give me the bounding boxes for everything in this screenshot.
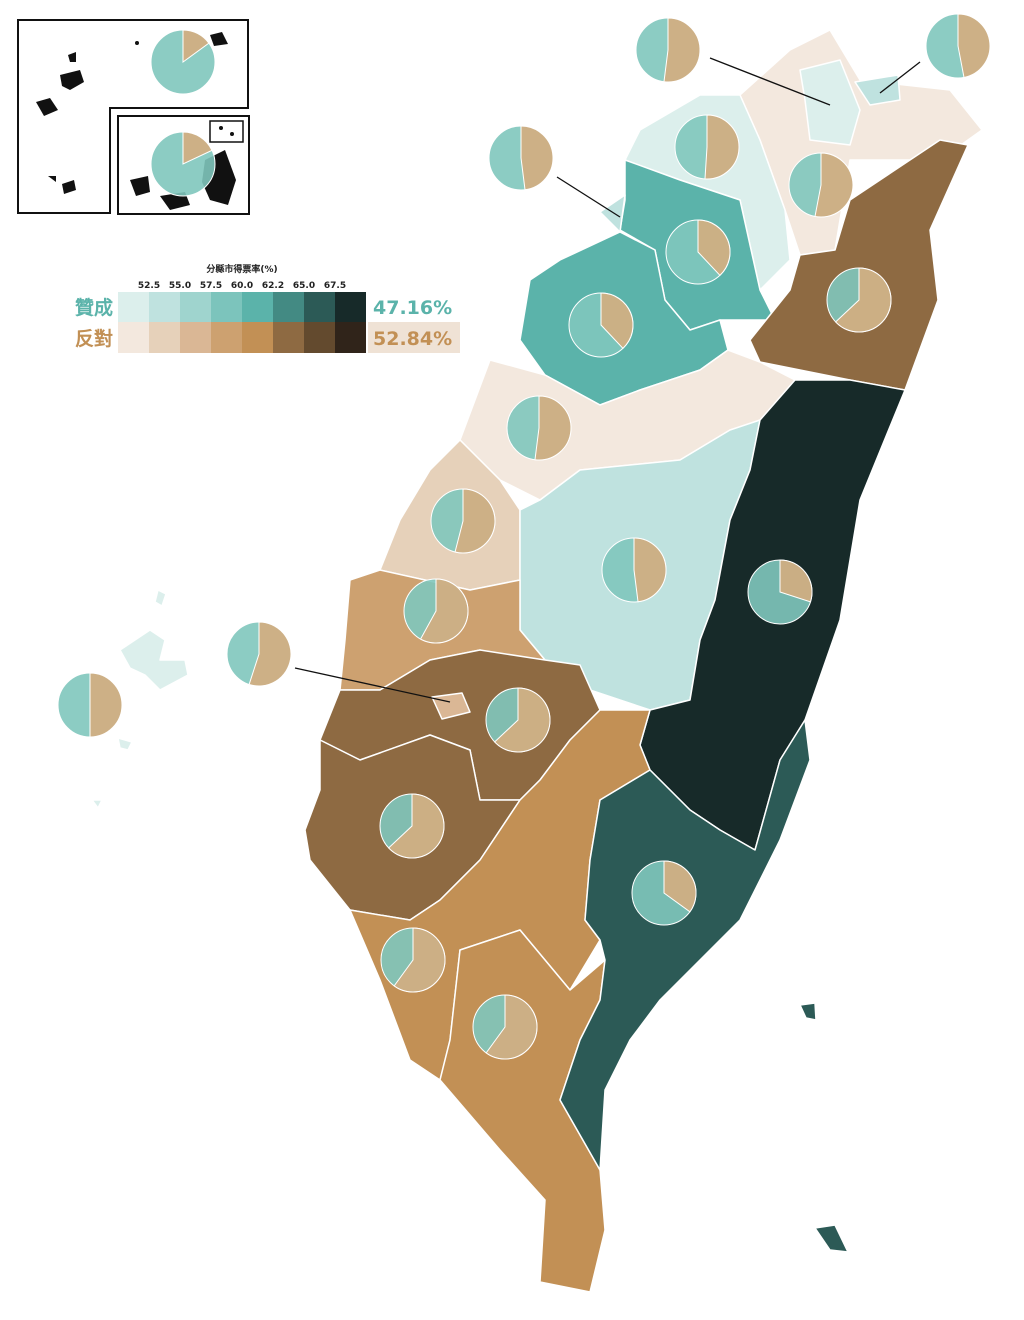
- legend-swatch-yes: [242, 292, 273, 323]
- lienchiang-islands: [36, 32, 228, 194]
- legend-tick: 57.5: [200, 281, 222, 291]
- penghu-islands[interactable]: [91, 589, 189, 809]
- county-hsinchu-city[interactable]: [599, 194, 626, 233]
- legend-yes-label: 贊成: [75, 296, 113, 319]
- pie-no-slice: [248, 621, 292, 687]
- county-keelung[interactable]: [854, 74, 901, 106]
- pie-hualien: [747, 559, 813, 625]
- orchid-island: [814, 1224, 849, 1253]
- legend-no-total: 52.84%: [373, 328, 452, 350]
- legend-no-total-bg: [368, 322, 460, 353]
- pie-taitung: [631, 860, 697, 926]
- pie-no-slice: [182, 131, 213, 165]
- pie-no-slice: [663, 860, 697, 913]
- leader-chiayi-city: [294, 667, 451, 703]
- leader-keelung: [879, 61, 921, 94]
- legend-swatch-no: [335, 322, 366, 353]
- pie-kinmen: [150, 131, 216, 197]
- pie-no-slice: [697, 219, 731, 277]
- pie-kaohsiung: [380, 927, 446, 993]
- legend-swatch-yes: [304, 292, 335, 323]
- pie-hsinchu-city: [488, 125, 554, 191]
- legend-tick: 60.0: [231, 281, 253, 291]
- county-taitung[interactable]: [559, 719, 811, 1171]
- inset-lienchiang-frame: [17, 19, 249, 214]
- pie-no-slice: [534, 395, 572, 461]
- pie-no-slice: [393, 927, 446, 993]
- pie-no-slice: [663, 17, 701, 83]
- pie-no-slice: [419, 578, 469, 644]
- pie-chiayi-county: [485, 687, 551, 753]
- pie-no-slice: [387, 793, 445, 859]
- green-island: [799, 1002, 817, 1021]
- pie-tainan: [379, 793, 445, 859]
- legend-swatch-yes: [273, 292, 304, 323]
- legend-swatch-no: [242, 322, 273, 353]
- pie-no-slice: [520, 125, 554, 191]
- legend-tick: 67.5: [324, 281, 346, 291]
- pie-no-slice: [834, 267, 892, 333]
- legend-swatch-no: [149, 322, 180, 353]
- pie-nantou: [601, 537, 667, 603]
- legend-tick: 52.5: [138, 281, 160, 291]
- pie-lienchiang: [150, 29, 216, 95]
- leader-lines: [294, 57, 921, 703]
- insets: [17, 19, 250, 215]
- pie-miaoli: [568, 292, 634, 358]
- pie-changhua: [430, 488, 496, 554]
- pie-yilan: [826, 267, 892, 333]
- pie-no-slice: [957, 13, 991, 79]
- legend-swatch-yes: [149, 292, 180, 323]
- pie-no-slice: [704, 114, 740, 180]
- pie-taoyuan: [674, 114, 740, 180]
- pie-pingtung: [472, 994, 538, 1060]
- pie-charts: [57, 13, 991, 1060]
- leader-taipei: [709, 57, 831, 106]
- pie-taichung: [506, 395, 572, 461]
- legend-swatch-no: [211, 322, 242, 353]
- legend-tick: 65.0: [293, 281, 315, 291]
- pie-no-slice: [814, 152, 854, 218]
- pie-no-slice: [779, 559, 813, 603]
- pie-penghu: [57, 672, 123, 738]
- pie-no-slice: [89, 672, 123, 738]
- pie-no-slice: [600, 292, 634, 350]
- legend-swatch-no: [118, 322, 149, 353]
- legend-title: 分縣市得票率(%): [206, 263, 277, 275]
- legend-swatch-yes: [335, 292, 366, 323]
- legend-swatch-yes: [118, 292, 149, 323]
- county-taipei[interactable]: [799, 59, 861, 146]
- pie-yunlin: [403, 578, 469, 644]
- legend-swatch-no: [273, 322, 304, 353]
- pie-no-slice: [182, 29, 210, 63]
- pie-taipei: [635, 17, 701, 83]
- pie-no-slice: [493, 687, 551, 753]
- legend-swatch-yes: [211, 292, 242, 323]
- legend: 分縣市得票率(%) 52.5 55.0 57.5 60.0 62.2 65.0 67.5 贊…: [75, 263, 460, 353]
- legend-swatch-no: [304, 322, 335, 353]
- inset-kinmen-small-frame: [209, 120, 244, 143]
- pie-hsinchu-county: [665, 219, 731, 285]
- leader-hsinchu-city: [556, 176, 621, 218]
- pie-keelung: [925, 13, 991, 79]
- inset-kinmen-frame: [117, 115, 250, 215]
- legend-yes-total: 47.16%: [373, 297, 452, 319]
- legend-swatch-yes: [180, 292, 211, 323]
- pie-chiayi-city: [226, 621, 292, 687]
- legend-no-label: 反對: [75, 328, 113, 350]
- legend-tick: 55.0: [169, 281, 191, 291]
- legend-tick: 62.2: [262, 281, 284, 291]
- pie-new-taipei: [788, 152, 854, 218]
- legend-swatch-no: [180, 322, 211, 353]
- pie-no-slice: [485, 994, 538, 1060]
- pie-no-slice: [454, 488, 496, 554]
- pie-no-slice: [633, 537, 667, 603]
